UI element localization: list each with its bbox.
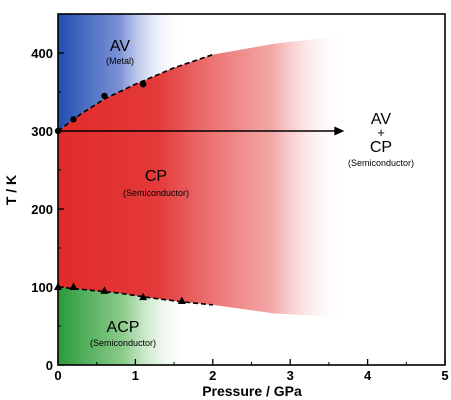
label-acp: ACP [107,319,140,336]
data-point-s0-3 [139,81,147,88]
arrow-head [334,126,345,136]
x-tick-label-4: 4 [364,368,372,383]
region-av [58,14,182,131]
label-av-sub: (Metal) [106,56,134,66]
y-tick-label-1: 100 [31,280,53,295]
region-cp [58,35,345,318]
label-acp-sub: (Semiconductor) [90,338,156,348]
x-tick-label-1: 1 [132,368,139,383]
x-tick-label-2: 2 [209,368,216,383]
y-tick-label-3: 300 [31,124,53,139]
phase-regions [58,14,345,365]
x-axis: 0 1 2 3 4 5 [54,359,449,383]
y-tick-label-4: 400 [31,46,53,61]
data-point-s1-1 [69,282,78,290]
data-point-s0-2 [101,92,108,100]
boundary-upper-line [57,53,214,132]
label-annot-cp: CP [370,139,392,156]
y-axis: 0 100 200 300 400 [31,46,64,373]
label-cp-sub: (Semiconductor) [123,188,189,198]
y-tick-label-2: 200 [31,202,53,217]
data-point-s1-2 [100,286,109,294]
label-annot-av: AV [371,111,391,128]
y-tick-label-0: 0 [46,358,53,373]
phase-labels: AV (Metal) CP (Semiconductor) ACP (Semic… [90,38,414,348]
region-acp [58,287,190,365]
label-annot-plus: + [377,125,385,140]
x-tick-label-0: 0 [54,368,61,383]
label-av: AV [110,38,130,55]
label-annot-sub: (Semiconductor) [348,158,414,168]
y-axis-label: T / K [3,175,19,205]
data-point-s0-1 [70,116,77,123]
data-point-s1-4 [177,296,186,305]
data-point-s1-3 [139,292,148,301]
phase-boundaries [57,53,214,306]
x-axis-label: Pressure / GPa [202,383,302,399]
label-cp: CP [145,168,167,185]
data-markers [54,81,186,305]
boundary-lower-line [57,286,213,306]
pressure-arrow [58,126,345,136]
x-tick-label-5: 5 [441,368,448,383]
x-tick-label-3: 3 [287,368,294,383]
